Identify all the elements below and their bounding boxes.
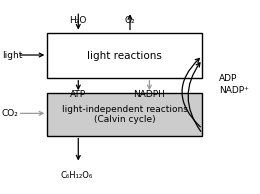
Text: ATP: ATP xyxy=(70,90,86,99)
Text: light-independent reactions
(Calvin cycle): light-independent reactions (Calvin cycl… xyxy=(62,105,188,124)
FancyBboxPatch shape xyxy=(47,93,203,136)
Text: H₂O: H₂O xyxy=(70,16,87,25)
Text: light reactions: light reactions xyxy=(87,51,162,61)
Text: NADPH: NADPH xyxy=(133,90,165,99)
Text: ADP: ADP xyxy=(219,74,238,83)
Text: NADP⁺: NADP⁺ xyxy=(219,86,249,95)
Text: light: light xyxy=(2,50,22,60)
FancyBboxPatch shape xyxy=(47,33,203,78)
Text: O₂: O₂ xyxy=(125,16,135,25)
Text: CO₂: CO₂ xyxy=(2,109,19,118)
Text: C₆H₁₂O₆: C₆H₁₂O₆ xyxy=(61,171,93,179)
